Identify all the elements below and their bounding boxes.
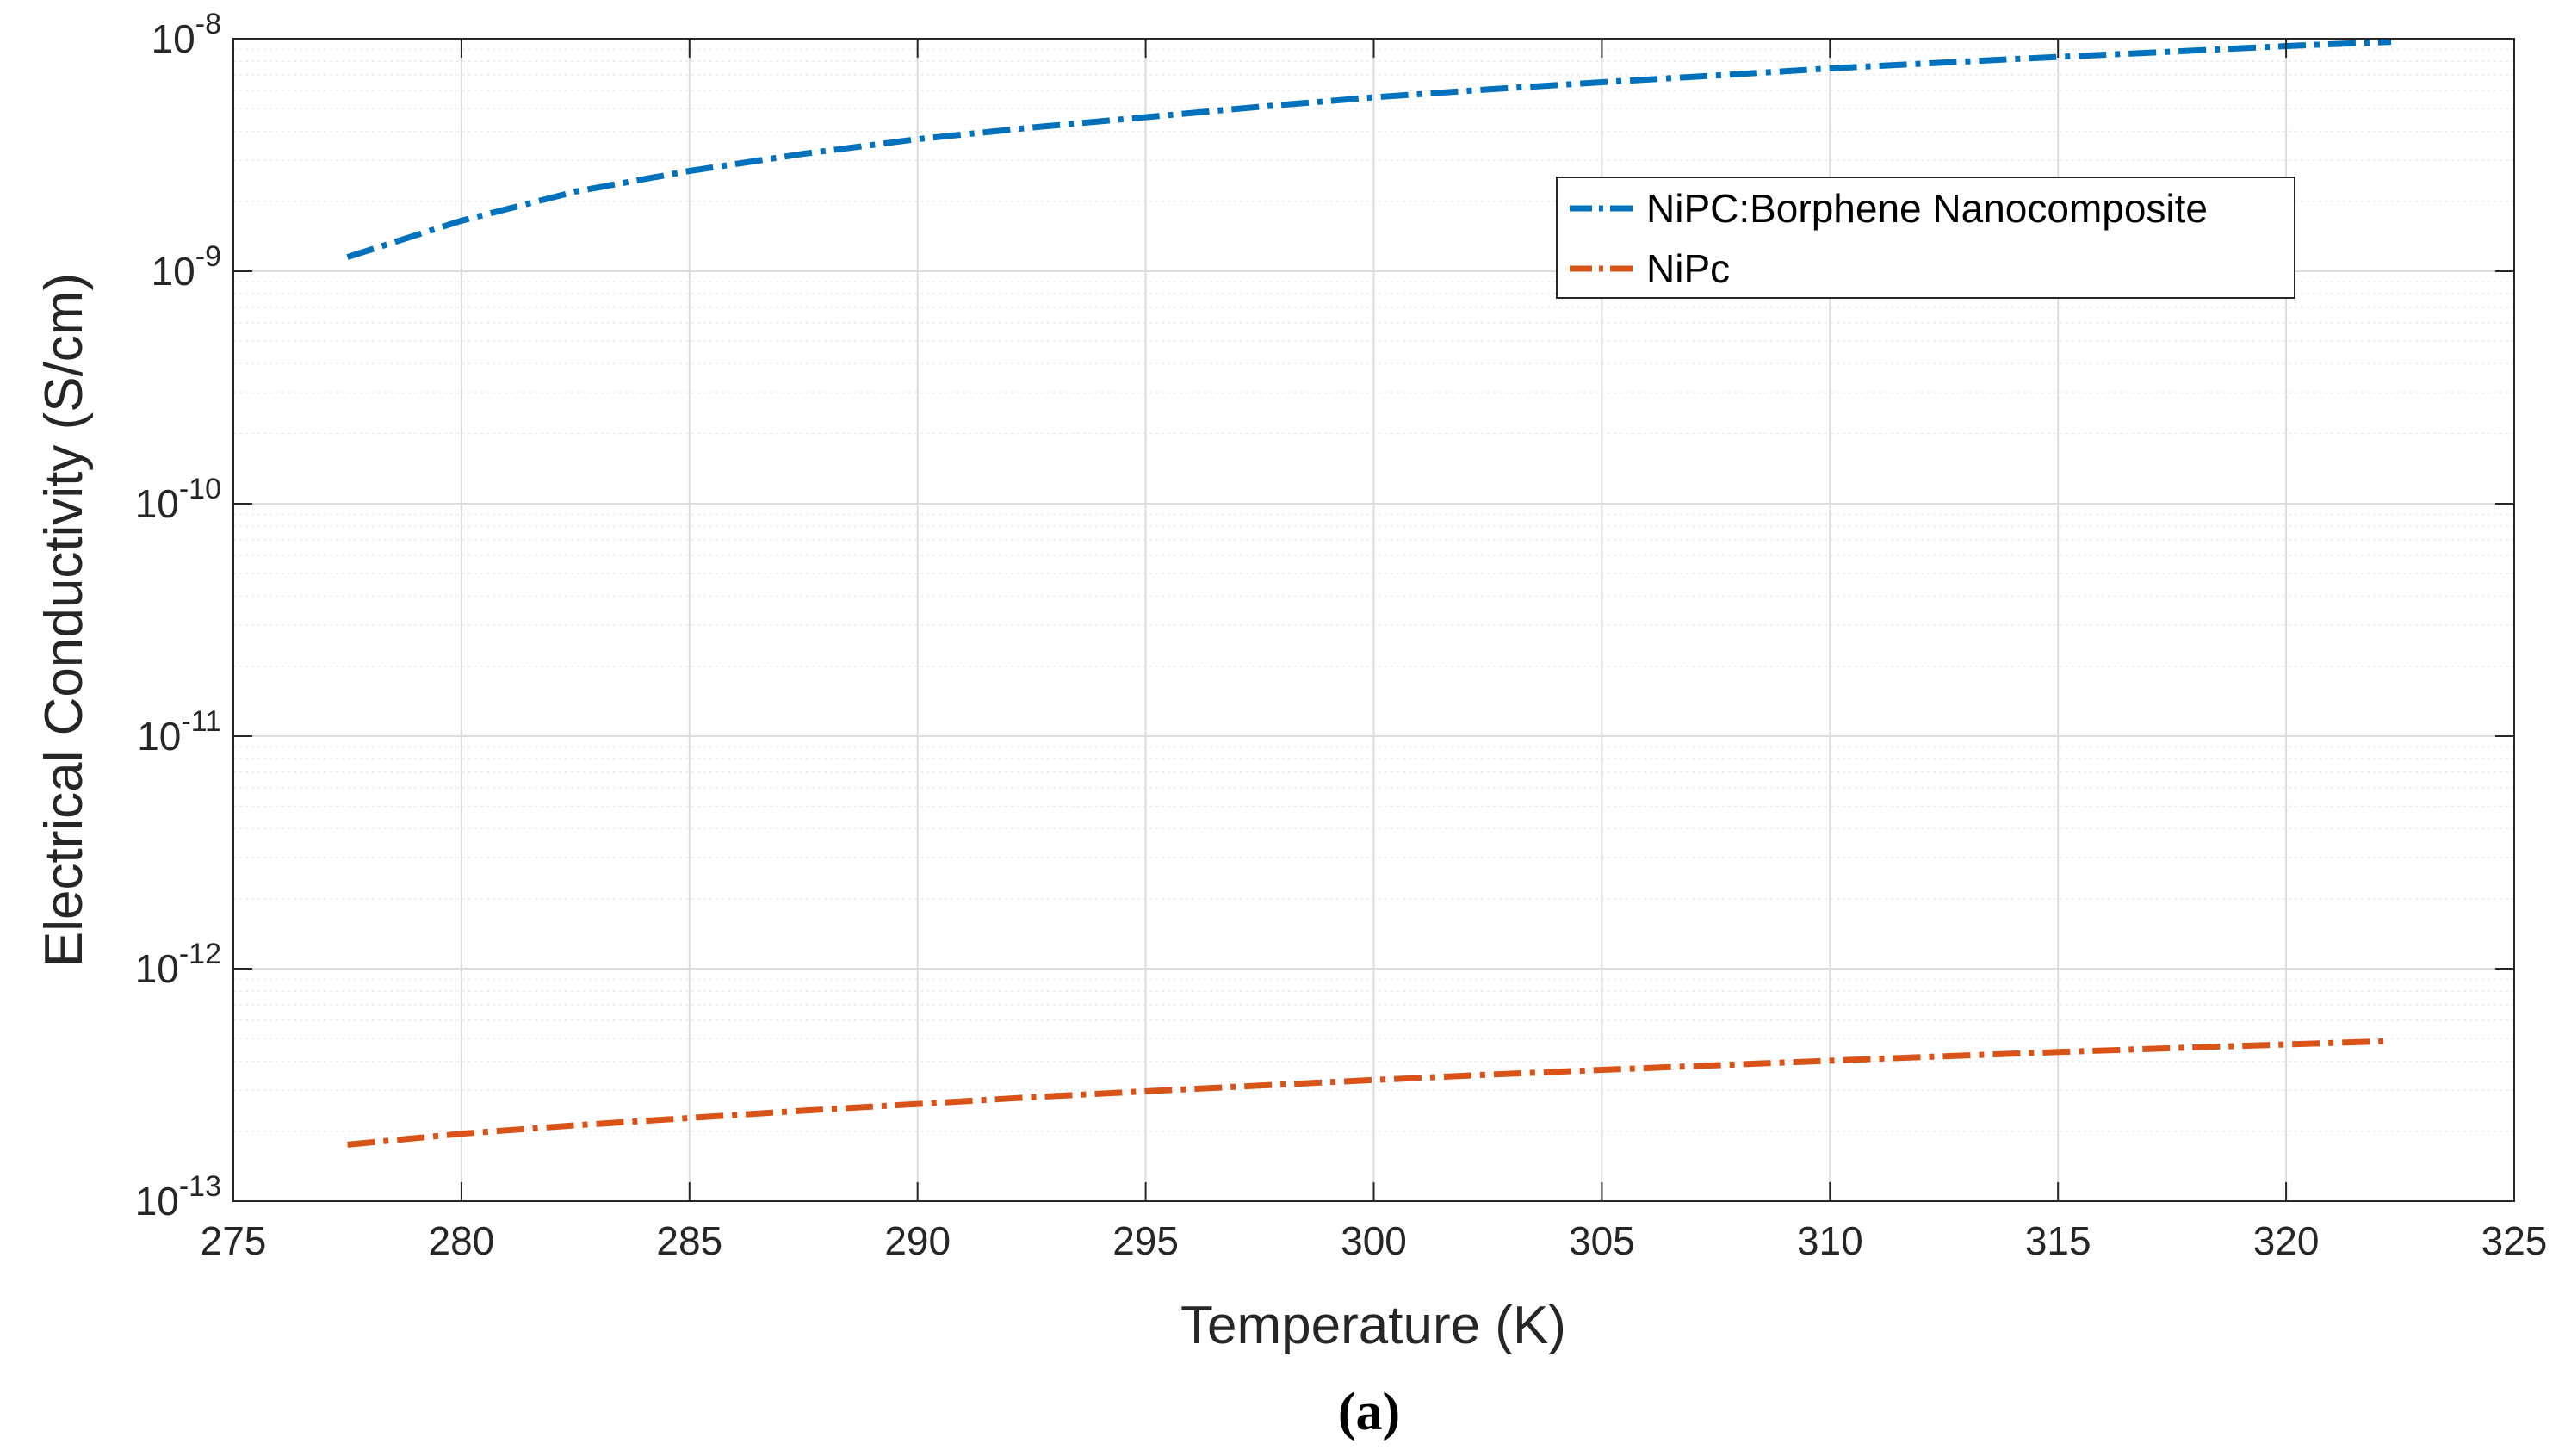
y-tick-label: 10-11 xyxy=(137,705,221,759)
y-tick-label: 10-13 xyxy=(135,1170,221,1224)
x-tick-labels: 275 280 285 290 295 300 305 310 315 320 325 xyxy=(201,1218,2548,1263)
x-tick-label: 320 xyxy=(2253,1218,2320,1263)
y-tick-labels: 10-13 10-12 10-11 10-10 10-9 10-8 xyxy=(135,8,221,1224)
series-lines xyxy=(346,39,2392,1148)
x-tick-label: 305 xyxy=(1569,1218,1635,1263)
x-tick-label: 315 xyxy=(2025,1218,2091,1263)
x-tick-label: 295 xyxy=(1112,1218,1179,1263)
y-tick-label: 10-9 xyxy=(152,240,221,294)
legend-label-nanocomposite: NiPC:Borphene Nanocomposite xyxy=(1646,186,2208,231)
x-tick-label: 300 xyxy=(1341,1218,1407,1263)
x-tick-label: 310 xyxy=(1797,1218,1863,1263)
x-tick-label: 280 xyxy=(429,1218,495,1263)
x-axis-title: Temperature (K) xyxy=(1180,1296,1566,1355)
x-tick-label: 290 xyxy=(884,1218,951,1263)
y-tick-label: 10-10 xyxy=(135,473,221,526)
y-tick-label: 10-8 xyxy=(152,8,221,61)
y-tick-label: 10-12 xyxy=(135,938,221,991)
series-line-0 xyxy=(346,39,2392,260)
x-tick-label: 325 xyxy=(2481,1218,2548,1263)
legend: NiPC:Borphene Nanocomposite NiPc xyxy=(1556,177,2295,299)
series-line-1 xyxy=(347,1038,2392,1148)
legend-box xyxy=(1556,177,2295,299)
x-tick-label: 285 xyxy=(656,1218,722,1263)
axis-ticks xyxy=(232,38,2515,1202)
legend-label-nipc: NiPc xyxy=(1646,246,1730,291)
figure-caption: (a) xyxy=(1338,1383,1400,1441)
y-axis-title: Electrical Conductivity (S/cm) xyxy=(34,273,94,967)
x-tick-label: 275 xyxy=(201,1218,267,1263)
